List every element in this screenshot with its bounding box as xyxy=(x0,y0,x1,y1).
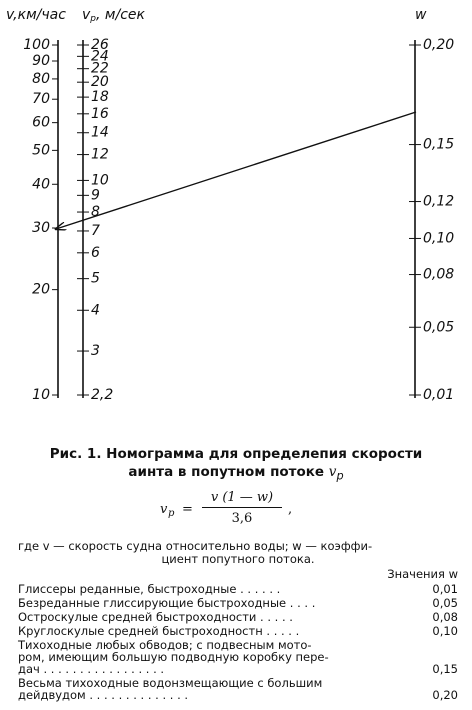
tick-label: 0,15 xyxy=(423,137,454,153)
tick-label: 7 xyxy=(91,223,100,239)
table-row: Глиссеры реданные, быстроходные . . . . … xyxy=(18,583,458,595)
tick-label: 100 xyxy=(23,37,50,53)
row-value: 0,10 xyxy=(432,624,458,638)
tick-label: 24 xyxy=(91,48,109,64)
tick-label: 2,2 xyxy=(91,387,113,403)
tick-label: 0,05 xyxy=(423,319,454,335)
tick-label: 30 xyxy=(32,220,50,236)
tick-label: 8 xyxy=(91,204,100,220)
row-text: Круглоскулые средней быстроходностн . . … xyxy=(18,624,300,638)
row-text: Глиссеры реданные, быстроходные . . . . … xyxy=(18,582,281,596)
row-text: дейдвудом . . . . . . . . . . . . . . xyxy=(18,688,189,702)
tick-label: 0,01 xyxy=(423,387,454,403)
tick-label: 5 xyxy=(91,271,100,287)
tick-label: 0,20 xyxy=(423,37,454,53)
row-text: дач . . . . . . . . . . . . . . . . . xyxy=(18,662,165,676)
table-row: Безреданные глиссирующие быстроходные . … xyxy=(18,597,458,609)
explanation-line: где v — скорость судна относительно воды… xyxy=(18,539,373,553)
tick-label: 70 xyxy=(32,91,50,107)
tick-label: 6 xyxy=(91,245,100,261)
nomogram: v,км/час vp, м/сек w 1020304050607080901… xyxy=(6,7,454,403)
tick-label: 9 xyxy=(91,187,100,203)
left-scale-header: v,км/час xyxy=(6,7,66,23)
tick-label: 26 xyxy=(91,37,109,53)
tick-label: 0,12 xyxy=(423,194,454,210)
tick-label: 90 xyxy=(32,53,50,69)
row-text: Остроскулые средней быстроходности . . .… xyxy=(18,610,293,624)
tick-label: 16 xyxy=(91,106,109,122)
row-value: 0,05 xyxy=(432,596,458,610)
middle-scale-header: vp, м/сек xyxy=(82,7,146,24)
tick-label: 18 xyxy=(91,89,109,105)
tick-label: 3 xyxy=(91,343,100,359)
caption-line-2: аинта в попутном потоке vp xyxy=(128,464,344,483)
tick-label: 0,08 xyxy=(423,267,454,283)
tick-label: 14 xyxy=(91,125,109,141)
tick-label: 10 xyxy=(32,387,50,403)
tick-label: 50 xyxy=(32,142,50,158)
table-header: Значения w xyxy=(387,567,458,581)
tick-label: 60 xyxy=(32,115,50,131)
row-value: 0,15 xyxy=(432,662,458,676)
table-row: Тихоходные любых обводов; с подвесным мо… xyxy=(18,639,458,675)
tick-label: 10 xyxy=(91,172,109,188)
table-row: Круглоскулые средней быстроходностн . . … xyxy=(18,625,458,637)
row-text: Весьма тихоходные водонзмещающие с больш… xyxy=(18,676,323,690)
caption-line-1: Рис. 1. Номограмма для определепия скоро… xyxy=(49,446,423,462)
table-row: Весьма тихоходные водонзмещающие с больш… xyxy=(18,677,458,701)
tick-label: 0,10 xyxy=(423,230,454,246)
tick-label: 22 xyxy=(91,61,109,77)
right-scale-header: w xyxy=(415,7,427,23)
tick-label: 20 xyxy=(32,282,50,298)
tick-label: 80 xyxy=(32,71,50,87)
table-row: Остроскулые средней быстроходности . . .… xyxy=(18,611,458,623)
row-text: ром, имеющим большую подводную коробку п… xyxy=(18,650,329,664)
tick-label: 40 xyxy=(32,176,50,192)
explanation-line: циент попутного потока. xyxy=(161,552,315,566)
row-value: 0,01 xyxy=(432,582,458,596)
tick-label: 12 xyxy=(91,147,109,163)
row-value: 0,08 xyxy=(432,610,458,624)
row-text: Тихоходные любых обводов; с подвесным мо… xyxy=(18,638,312,652)
row-value: 0,20 xyxy=(432,688,458,702)
tick-label: 4 xyxy=(91,302,100,318)
tick-label: 20 xyxy=(91,74,109,90)
key-line xyxy=(56,111,417,229)
row-text: Безреданные глиссирующие быстроходные . … xyxy=(18,596,316,610)
